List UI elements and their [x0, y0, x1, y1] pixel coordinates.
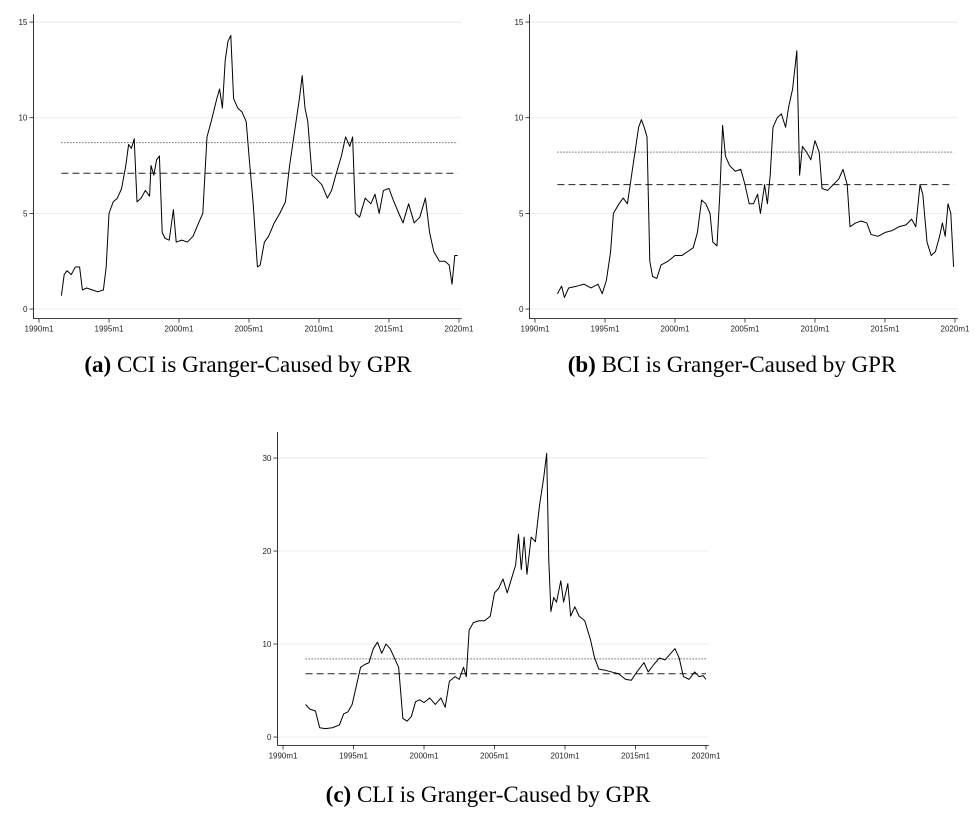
x-tick-label: 2005m1: [731, 325, 760, 334]
x-tick-label: 2010m1: [551, 751, 580, 760]
x-tick-label: 2005m1: [235, 325, 264, 334]
x-tick-label: 1995m1: [339, 751, 368, 760]
y-tick-label: 5: [519, 209, 524, 218]
caption-text: CCI is Granger-Caused by GPR: [117, 352, 412, 377]
caption-label: (a): [84, 352, 111, 377]
series-line: [556, 50, 955, 299]
x-tick-label: 1990m1: [269, 751, 298, 760]
caption-text: BCI is Granger-Caused by GPR: [602, 352, 897, 377]
caption: (c) CLI is Granger-Caused by GPR: [326, 782, 651, 807]
x-tick-label: 2020m1: [941, 325, 970, 334]
caption-label: (b): [568, 352, 596, 377]
y-tick-label: 15: [18, 18, 27, 27]
series-line: [305, 452, 707, 730]
x-tick-label: 2020m1: [692, 751, 721, 760]
y-tick-label: 10: [262, 640, 271, 649]
x-tick-label: 2020m1: [445, 325, 474, 334]
panel: 0 5 10 15 1990m1 1995m1 2000m1 2005m1 2010m1 2015…: [18, 14, 474, 377]
y-tick-label: 10: [18, 114, 27, 123]
y-tick-label: 10: [514, 114, 523, 123]
x-tick-label: 2015m1: [621, 751, 650, 760]
panel: 0 10 20 30 1990m1 1995m1 2000m1 2005m1 2010m1 201…: [262, 432, 721, 807]
caption-text: CLI is Granger-Caused by GPR: [357, 782, 651, 807]
x-tick-label: 2000m1: [661, 325, 690, 334]
y-tick-label: 15: [514, 18, 523, 27]
y-tick-label: 0: [519, 305, 524, 314]
panel: 0 5 10 15 1990m1 1995m1 2000m1 2005m1 2010m1 2015…: [514, 14, 970, 377]
x-tick-label: 2010m1: [801, 325, 830, 334]
y-tick-label: 30: [262, 454, 271, 463]
y-tick-label: 0: [267, 733, 272, 742]
series-line: [60, 34, 458, 296]
x-tick-label: 1990m1: [521, 325, 550, 334]
y-tick-label: 20: [262, 547, 271, 556]
x-tick-label: 2015m1: [871, 325, 900, 334]
caption: (b) BCI is Granger-Caused by GPR: [568, 352, 897, 377]
y-tick-label: 5: [23, 209, 28, 218]
x-tick-label: 1995m1: [95, 325, 124, 334]
caption-label: (c): [326, 782, 352, 807]
caption: (a) CCI is Granger-Caused by GPR: [84, 352, 412, 377]
x-tick-label: 1990m1: [25, 325, 54, 334]
x-tick-label: 2005m1: [480, 751, 509, 760]
x-tick-label: 1995m1: [591, 325, 620, 334]
x-tick-label: 2010m1: [305, 325, 334, 334]
x-tick-label: 2000m1: [165, 325, 194, 334]
x-tick-label: 2015m1: [375, 325, 404, 334]
y-tick-label: 0: [23, 305, 28, 314]
x-tick-label: 2000m1: [410, 751, 439, 760]
